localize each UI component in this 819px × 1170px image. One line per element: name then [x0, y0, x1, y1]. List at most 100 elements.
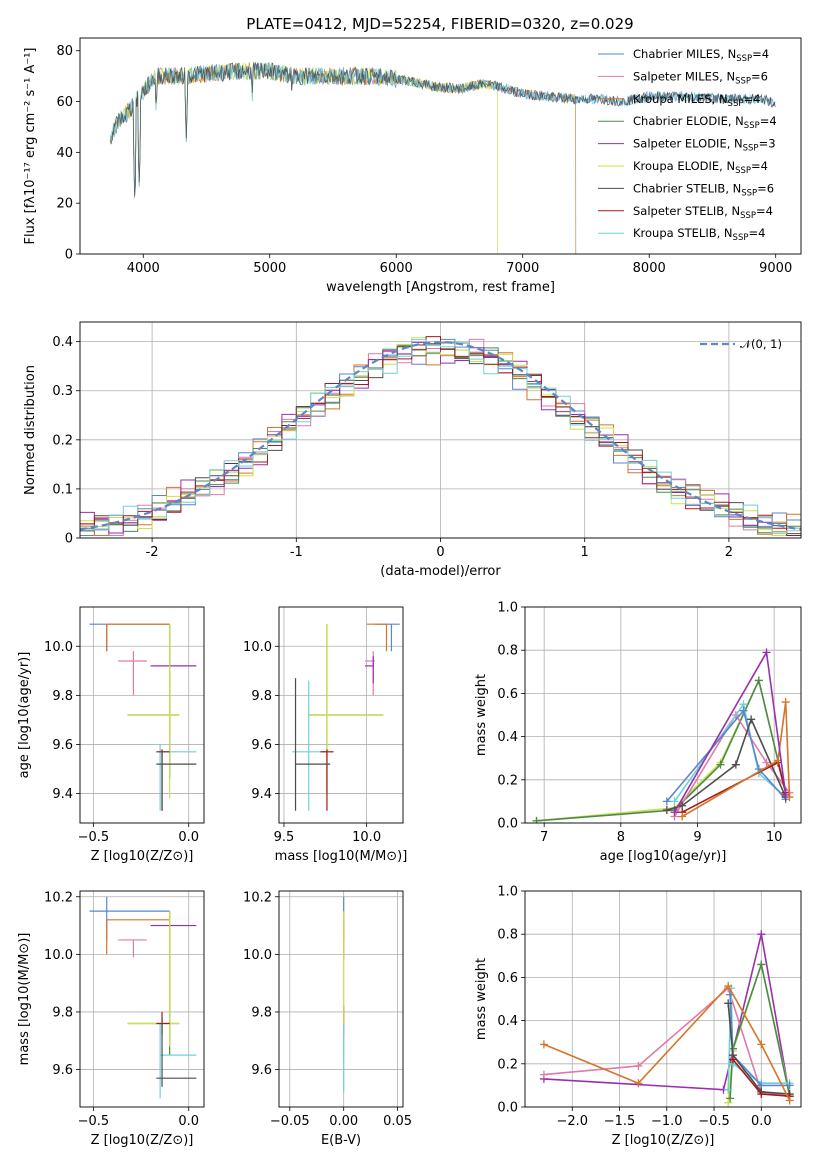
weight-marker: [754, 676, 763, 685]
legend-label: Salpeter ELODIE, NSSP=3: [633, 137, 776, 154]
y-tick: 0.0: [497, 817, 525, 832]
errorbar-point: [127, 624, 180, 779]
y-tick: 20: [56, 197, 80, 212]
weight-marker: [539, 1040, 548, 1049]
y-axis-label: mass weight: [474, 958, 489, 1040]
weight-marker: [724, 1098, 733, 1107]
spectrum-line: [110, 61, 776, 197]
x-tick: 1: [581, 538, 589, 560]
x-tick-label: -1: [290, 545, 303, 560]
x-tick: 8: [617, 823, 625, 845]
legend-label: 𝒩(0, 1): [740, 337, 782, 351]
weight-marker: [757, 1090, 766, 1099]
errorbar-point: [89, 623, 170, 652]
y-axis-label: Flux [fλ10⁻¹⁷ erg cm⁻² s⁻¹ A⁻¹]: [23, 48, 38, 245]
y-tick: 0.4: [497, 730, 525, 745]
y-tick-label: 1.0: [497, 885, 518, 900]
y-tick-label: 0.2: [497, 1057, 518, 1072]
errorbar-point: [366, 623, 388, 652]
x-tick: 7: [540, 823, 548, 845]
x-tick: −1.0: [651, 1107, 683, 1129]
errorbar-point: [156, 1017, 197, 1087]
x-axis-label: Z [log10(Z/Z⊙)]: [91, 1133, 194, 1148]
y-tick: 1.0: [497, 885, 525, 900]
x-tick: 8000: [633, 254, 666, 276]
y-tick-label: 0.4: [497, 1014, 518, 1029]
errorbar-point: [308, 624, 384, 794]
x-tick-label: 7: [540, 830, 548, 845]
y-tick: 0.6: [497, 971, 525, 986]
y-tick-label: 0.2: [497, 773, 518, 788]
x-tick: 4000: [127, 254, 160, 276]
y-tick-label: 0.8: [497, 928, 518, 943]
errorbar-point: [308, 624, 384, 794]
y-tick: 0.8: [497, 644, 525, 659]
weight-marker: [726, 1094, 735, 1103]
weight-marker: [670, 797, 679, 806]
axes-frame: [524, 606, 802, 824]
weight-marker: [785, 1081, 794, 1090]
errorbar-point: [159, 1023, 197, 1099]
weight-line: [727, 1003, 790, 1095]
errorbar-point: [127, 911, 180, 1056]
y-tick-label: 9.6: [251, 1063, 272, 1078]
weight-line: [729, 961, 791, 1099]
weight-marker: [785, 1096, 794, 1105]
y-tick-label: 60: [56, 95, 73, 110]
errorbar-point: [292, 680, 327, 811]
y-tick-label: 0.3: [52, 384, 73, 399]
x-tick: 10: [766, 823, 782, 845]
errorbar-point: [127, 911, 180, 1047]
x-tick-label: 1: [581, 545, 589, 560]
weight-marker: [728, 1055, 737, 1064]
residuals-legend: 𝒩(0, 1): [700, 337, 782, 351]
legend-entry: Salpeter STELIB, NSSP=4: [598, 204, 773, 221]
legend-label: Kroupa MILES, NSSP=4: [633, 92, 760, 109]
axes-frame: [278, 890, 404, 1108]
x-axis-label: (data-model)/error: [380, 564, 501, 579]
weight_vs_Z-plot-area: [539, 930, 794, 1107]
y-tick-label: 0.8: [497, 644, 518, 659]
weight-series: [532, 676, 790, 823]
legend-label: Chabrier STELIB, NSSP=6: [633, 181, 774, 198]
errorbar-point: [127, 624, 180, 799]
weight-marker: [757, 930, 766, 939]
errorbar-point: [106, 623, 170, 652]
y-tick: 1.0: [497, 601, 525, 616]
x-tick-label: 8: [617, 830, 625, 845]
weight-series: [539, 982, 794, 1105]
y-tick: 0.0: [497, 1101, 525, 1116]
errorbar-point: [106, 919, 170, 955]
y-axis-label: mass [log10(M/M⊙)]: [17, 933, 32, 1066]
y-tick-label: 0.6: [497, 971, 518, 986]
weight-marker: [747, 715, 756, 724]
residuals-axes: -2 -1 0 1 2 0 0.1 0.2 0.3 0.4 (data-model)/error No…: [23, 321, 802, 579]
x-tick-label: 4000: [127, 261, 160, 276]
y-tick-label: 10.0: [243, 640, 272, 655]
weight-series: [670, 648, 790, 817]
axes-frame: [278, 606, 404, 824]
weight-marker: [724, 1085, 733, 1094]
age_vs_Z-axes: −0.5 0.0 9.4 9.6 9.8 10.0 Z [log10(Z/Z⊙)] age […: [17, 606, 205, 864]
x-axis-label: mass [log10(M/M⊙)]: [275, 849, 408, 864]
y-tick: 10.2: [243, 890, 279, 905]
x-tick: 6000: [380, 254, 413, 276]
y-tick: 9.8: [251, 1005, 279, 1020]
weight-marker: [662, 806, 671, 815]
weight-marker: [539, 1070, 548, 1079]
errorbar-point: [364, 656, 374, 684]
weight_vs_age-plot-area: [532, 648, 794, 823]
y-axis-label: mass weight: [474, 674, 489, 756]
legend-entry: Kroupa MILES, NSSP=4: [598, 92, 760, 109]
weight-marker: [739, 706, 748, 715]
y-tick-label: 0.0: [497, 1101, 518, 1116]
y-tick: 9.6: [251, 1063, 279, 1078]
x-tick: 0: [436, 538, 445, 560]
x-tick-label: 2: [725, 545, 733, 560]
x-axis-label: Z [log10(Z/Z⊙)]: [612, 1133, 715, 1148]
x-tick: −0.05: [270, 1107, 310, 1129]
weight-marker: [781, 790, 790, 799]
x-axis-label: Z [log10(Z/Z⊙)]: [91, 849, 194, 864]
age_vs_mass-axes: 9.5 10.0 9.4 9.6 9.8 10.0 mass [log10(M/M⊙)]: [243, 606, 408, 864]
